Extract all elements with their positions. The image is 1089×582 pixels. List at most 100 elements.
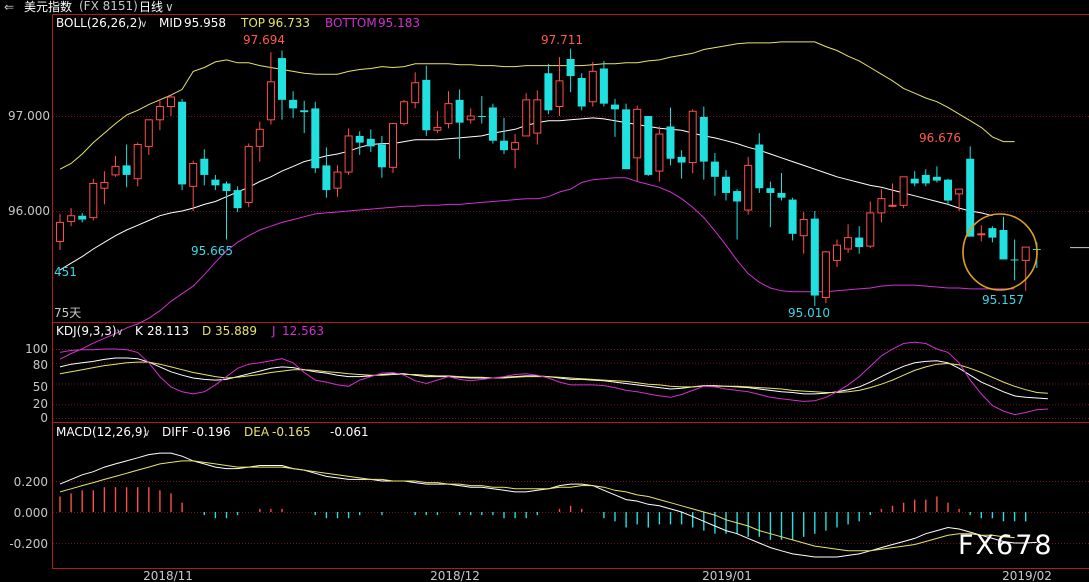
contract-icon[interactable]: ⇐	[4, 0, 14, 14]
candle-body-down	[477, 116, 486, 117]
candle-body-down	[710, 161, 719, 177]
macd-hist-value: -0.061	[330, 425, 369, 439]
candle-body-up	[111, 165, 120, 176]
candle-body-up	[588, 70, 597, 103]
kdj-d-label: D	[202, 324, 211, 338]
range-label: 75天	[54, 306, 81, 320]
candle-body-down	[577, 78, 586, 107]
candle-body-down	[222, 183, 231, 192]
boll-bottom-value: 95.183	[378, 16, 420, 30]
candle-body-down	[322, 165, 331, 191]
candle-body-up	[844, 237, 853, 250]
candle-body-down	[777, 192, 786, 198]
candle-body-up	[67, 215, 76, 222]
candle-body-down	[289, 99, 298, 109]
candle-body-down	[211, 179, 220, 186]
candle-body-down	[855, 237, 864, 248]
kdj-y-tick: 50	[33, 380, 48, 394]
kdj-j-label: J	[271, 324, 276, 338]
candle-body-up	[400, 101, 409, 125]
candle-body-up	[89, 182, 98, 219]
candle-body-up	[555, 80, 564, 107]
candle-body-up	[344, 135, 353, 173]
low-annotation: 95.010	[788, 306, 830, 320]
left-clip-value: 451	[54, 265, 77, 279]
low-annotation: 95.665	[191, 244, 233, 258]
panel-frames	[52, 14, 1089, 569]
candle-body-down	[1010, 259, 1019, 261]
candle-body-down	[500, 140, 508, 151]
candle-body-down	[733, 191, 742, 202]
candle-body-up	[189, 163, 198, 187]
candle-body-up	[522, 99, 531, 137]
price-annotations: 97.694 97.711 96.676 95.665 95.010 95.15…	[54, 33, 1024, 320]
candle-body-down	[78, 215, 87, 220]
candle-body-down	[999, 230, 1008, 260]
kdj-legend[interactable]: KDJ(9,3,3) ∨ K 28.113 D 35.889 J 12.563	[56, 324, 324, 338]
candle-body-down	[810, 218, 819, 296]
candle-body-up	[877, 198, 886, 214]
macd-legend[interactable]: MACD(12,26,9) ∨ DIFF -0.196 DEA -0.165 -…	[56, 425, 369, 439]
candle-body-up	[511, 142, 520, 150]
candle-body-up	[655, 133, 664, 172]
macd-dea-value: -0.165	[272, 425, 311, 439]
boll-bottom-line	[59, 177, 1015, 360]
low-annotation: 95.157	[982, 293, 1024, 307]
candle-body-up	[411, 82, 420, 104]
kdj-lines	[59, 341, 1048, 416]
kdj-j-value: 12.563	[282, 324, 324, 338]
period-chevron-icon[interactable]: ∨	[165, 0, 174, 14]
y-axis-labels: 97.000 96.000 100 80 50 20 0 0.200 0.000…	[8, 109, 50, 551]
candle-body-down	[766, 188, 775, 193]
candle-body-down	[966, 158, 975, 237]
candle-body-up	[899, 176, 908, 206]
candle-body-down	[932, 176, 941, 181]
candle-body-down	[311, 108, 320, 169]
candle-body-up	[56, 221, 64, 242]
candle-body-up	[466, 115, 475, 121]
kdj-y-tick: 20	[33, 397, 48, 411]
x-axis-labels: 2018/11 2018/12 2019/01 2019/02	[143, 569, 1052, 582]
macd-dea-line	[59, 460, 1015, 552]
candle-body-up	[100, 182, 109, 189]
high-annotation: 96.676	[919, 131, 961, 145]
boll-y-tick: 97.000	[8, 109, 50, 123]
macd-histogram	[59, 487, 1027, 540]
candle-body-up	[866, 212, 875, 247]
candle-body-down	[355, 135, 364, 143]
boll-y-tick: 96.000	[8, 204, 50, 218]
period-selector[interactable]: 日线	[139, 0, 163, 14]
kdj-y-tick: 80	[33, 358, 48, 372]
candle-body-down	[611, 104, 619, 110]
x-tick: 2018/11	[143, 569, 193, 582]
symbol-title[interactable]: 美元指数	[24, 0, 72, 14]
kdj-y-tick: 0	[40, 411, 48, 425]
candle-body-down	[677, 156, 686, 163]
macd-y-tick: 0.200	[14, 475, 48, 489]
candle-body-up	[633, 108, 642, 159]
candle-body-up	[821, 251, 830, 298]
candle-body-down	[366, 138, 375, 147]
candle-body-down	[622, 109, 631, 170]
candle-body-up	[167, 96, 175, 107]
candle-body-up	[333, 171, 342, 189]
highlight-circle	[962, 213, 1038, 291]
boll-top-label: TOP	[240, 16, 265, 30]
candles	[56, 48, 1041, 306]
macd-dea-label: DEA	[244, 425, 270, 439]
boll-top-line	[59, 41, 1015, 170]
candle-body-down	[300, 110, 309, 113]
candle-body-up	[266, 81, 275, 121]
macd-indicator-name: MACD(12,26,9)	[56, 425, 147, 439]
candle-body-down	[566, 59, 575, 77]
high-annotation: 97.694	[243, 33, 285, 47]
boll-mid-label: MID	[159, 16, 182, 30]
candle-body-up	[133, 144, 142, 180]
header-bar: ⇐ 美元指数 (FX 8151) 日线 ∨	[4, 0, 174, 14]
candle-body-down	[455, 99, 464, 123]
candle-body-up	[1021, 246, 1030, 261]
candle-body-down	[178, 101, 187, 185]
candle-body-down	[699, 116, 708, 162]
boll-legend[interactable]: BOLL(26,26,2) ∨ MID 95.958 TOP 96.733 BO…	[56, 16, 420, 30]
